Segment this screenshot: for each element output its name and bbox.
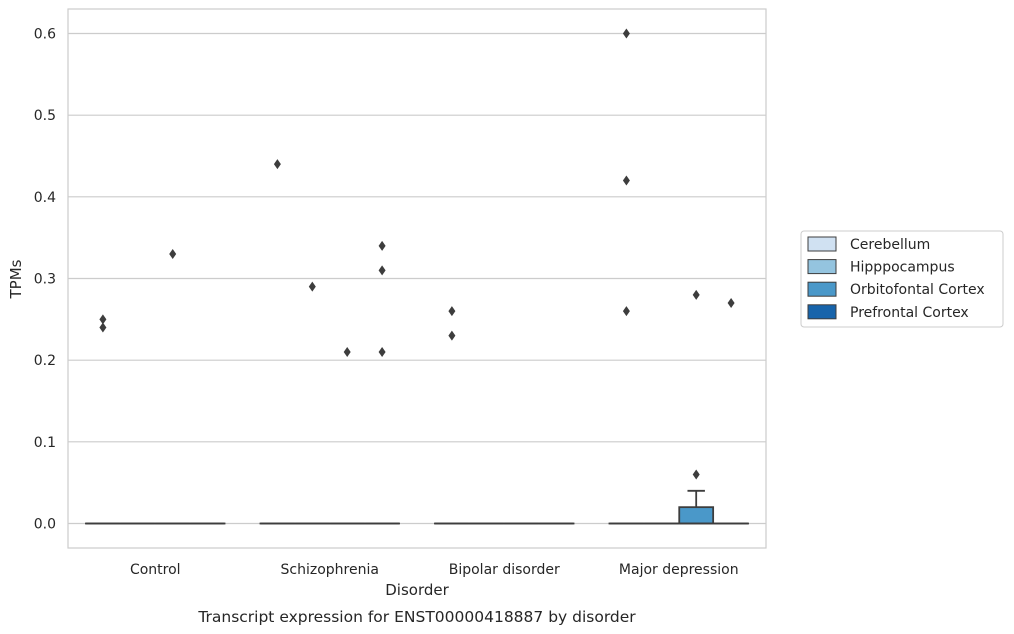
y-tick-label: 0.6 — [34, 27, 56, 43]
outlier-point — [448, 330, 456, 341]
box-group — [259, 159, 400, 525]
outlier-point — [378, 347, 386, 357]
outlier-point — [378, 240, 386, 251]
outlier-point — [99, 322, 107, 333]
plot-frame — [67, 8, 767, 549]
y-tick-label: 0.5 — [34, 108, 56, 124]
legend-item: Prefrontal Cortex — [807, 304, 969, 321]
legend-frame — [800, 230, 1004, 328]
outlier-point — [692, 289, 700, 300]
x-axis-label: Disorder — [385, 581, 449, 599]
legend-swatch — [807, 236, 837, 252]
x-tick-label: Major depression — [619, 562, 739, 578]
legend-swatch — [807, 281, 837, 297]
y-tick-label: 0.2 — [34, 353, 56, 369]
y-tick-label: 0.0 — [34, 517, 56, 533]
box-group — [608, 28, 749, 525]
chart-caption: Transcript expression for ENST0000041888… — [197, 608, 636, 626]
legend-swatch — [807, 304, 837, 320]
outlier-point — [692, 469, 700, 480]
outlier-point — [448, 306, 456, 317]
box-groups — [85, 28, 749, 525]
outlier-point — [308, 281, 316, 292]
legend-item: Cerebellum — [807, 236, 930, 253]
y-axis-label: TPMs — [7, 259, 25, 299]
legend-label: Prefrontal Cortex — [850, 305, 969, 321]
outlier-point — [622, 175, 630, 186]
outlier-point — [99, 314, 107, 325]
x-tick-label: Control — [130, 562, 181, 578]
outlier-point — [622, 306, 630, 317]
outlier-point — [343, 347, 351, 357]
box-group — [434, 306, 575, 525]
x-axis-ticks: Control Schizophrenia Bipolar disorder Majo… — [130, 562, 739, 578]
legend-label: Hipppocampus — [850, 260, 955, 276]
y-axis-ticks: 0.0 0.1 0.2 0.3 0.4 0.5 0.6 — [34, 27, 56, 533]
legend-label: Cerebellum — [850, 237, 930, 253]
box — [678, 506, 715, 525]
legend-item: Hipppocampus — [807, 259, 955, 276]
outlier-point — [378, 265, 386, 276]
legend-label: Orbitofontal Cortex — [850, 282, 985, 298]
legend: Cerebellum Hipppocampus Orbitofontal Corte… — [800, 230, 1004, 328]
legend-item: Orbitofontal Cortex — [807, 281, 985, 298]
y-tick-label: 0.1 — [34, 435, 56, 451]
outlier-point — [169, 249, 177, 259]
outlier-point — [727, 298, 735, 308]
x-tick-label: Bipolar disorder — [449, 562, 560, 578]
outlier-point — [622, 28, 630, 39]
y-tick-label: 0.4 — [34, 190, 56, 206]
box-group — [85, 249, 226, 525]
x-tick-label: Schizophrenia — [281, 562, 379, 578]
y-tick-label: 0.3 — [34, 272, 56, 288]
legend-swatch — [807, 259, 837, 275]
outlier-point — [273, 159, 281, 170]
